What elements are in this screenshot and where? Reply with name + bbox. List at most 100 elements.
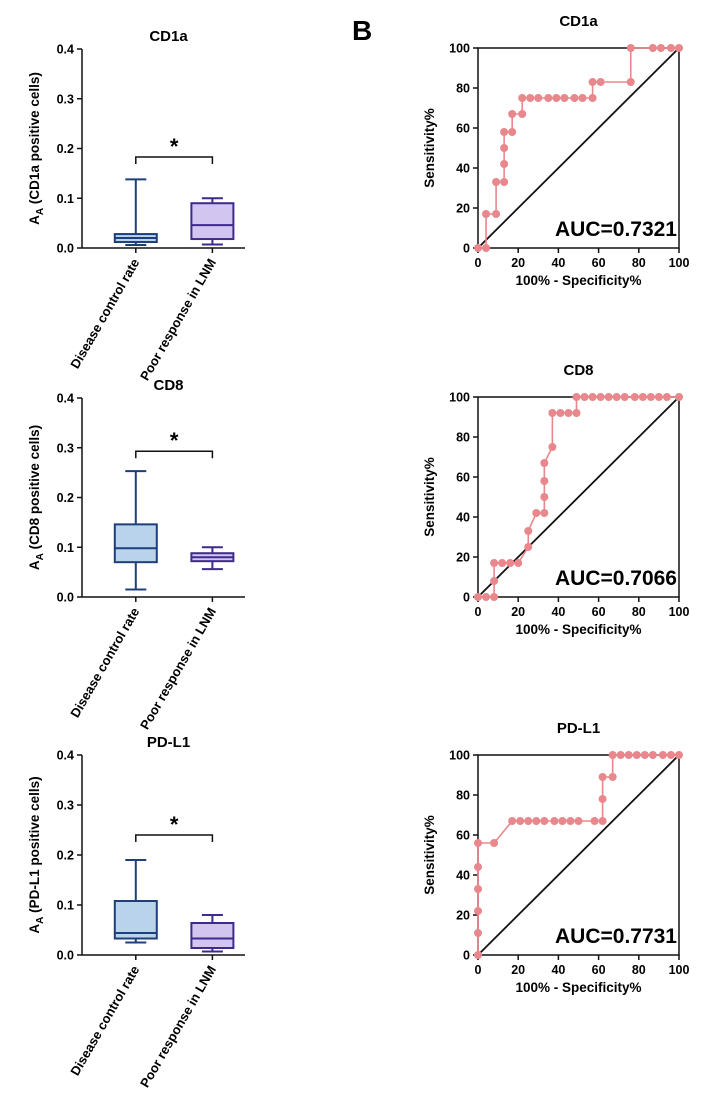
x-tick-label: 60 xyxy=(592,963,606,977)
x-tick-label: 20 xyxy=(511,605,525,619)
roc-point xyxy=(498,559,507,567)
x-tick-label: 80 xyxy=(632,256,646,270)
roc-point xyxy=(540,509,549,517)
y-tick-label: 0.3 xyxy=(57,799,74,813)
box-2: Poor response in LNM xyxy=(137,914,235,1090)
roc-point xyxy=(608,751,617,759)
x-tick-label: 20 xyxy=(511,256,525,270)
roc-point xyxy=(544,94,553,102)
significance-bracket xyxy=(135,834,214,842)
box-2: Poor response in LNM xyxy=(137,546,235,732)
category-label: Disease control rate xyxy=(67,605,142,720)
roc-point xyxy=(572,409,581,417)
y-tick-label: 0.0 xyxy=(57,591,74,605)
y-tick-label: 80 xyxy=(456,431,470,445)
roc-point xyxy=(638,393,647,401)
y-tick-label: 20 xyxy=(456,909,470,923)
roc-point xyxy=(612,393,621,401)
boxplot-title: CD1a xyxy=(149,28,188,45)
x-tick-label: 40 xyxy=(551,605,565,619)
category-label: Disease control rate xyxy=(67,963,142,1078)
x-tick-label: 0 xyxy=(475,963,482,977)
x-tick-label: 0 xyxy=(475,605,482,619)
roc-point xyxy=(552,94,561,102)
roc-point xyxy=(578,94,587,102)
y-tick-label: 20 xyxy=(456,551,470,565)
roc-point xyxy=(474,885,482,893)
x-tick-label: 40 xyxy=(551,256,565,270)
roc-point xyxy=(616,751,625,759)
panel-label: B xyxy=(352,15,372,46)
y-tick-label: 0.1 xyxy=(57,192,74,206)
roc-point xyxy=(588,393,597,401)
auc-annotation: AUC=0.7321 xyxy=(555,218,677,241)
roc-point xyxy=(524,527,533,535)
y-axis-label: Sensitivity% xyxy=(422,108,437,188)
x-tick-label: 60 xyxy=(592,605,606,619)
y-axis-label: AA (PD-L1 positive cells) xyxy=(27,776,46,933)
auc-annotation: AUC=0.7066 xyxy=(555,567,677,590)
y-tick-label: 0.4 xyxy=(57,749,74,763)
x-tick-label: 80 xyxy=(632,605,646,619)
y-axis-label: AA (CD1a positive cells) xyxy=(27,72,46,225)
roc-point xyxy=(532,817,541,825)
reference-line xyxy=(477,754,680,956)
roc-point xyxy=(500,144,509,152)
y-tick-label: 80 xyxy=(456,82,470,96)
y-tick-label: 60 xyxy=(456,829,470,843)
roc-point xyxy=(572,393,581,401)
roc-point xyxy=(598,817,607,825)
roc-point xyxy=(518,110,527,118)
roc-point xyxy=(596,78,605,86)
roc-point xyxy=(540,459,549,467)
x-tick-label: 100 xyxy=(669,963,690,977)
roc-point xyxy=(666,751,675,759)
category-label: Disease control rate xyxy=(67,256,142,371)
roc-point xyxy=(608,773,617,781)
boxplot-title: CD8 xyxy=(153,377,183,394)
roc-point xyxy=(490,559,499,567)
x-tick-label: 60 xyxy=(592,256,606,270)
roc-point xyxy=(540,493,549,501)
roc-point xyxy=(626,78,635,86)
roc-point xyxy=(540,817,549,825)
roc-point xyxy=(574,817,583,825)
roc-point xyxy=(492,178,501,186)
y-tick-label: 0.1 xyxy=(57,541,74,555)
y-tick-label: 0.4 xyxy=(57,392,74,406)
y-tick-label: 0 xyxy=(463,591,470,605)
roc-point xyxy=(588,78,597,86)
roc-point xyxy=(490,839,499,847)
roc-point xyxy=(474,839,482,847)
significance-star: * xyxy=(170,812,179,837)
category-label: Poor response in LNM xyxy=(137,605,219,732)
x-axis-label: 100% - Specificity% xyxy=(515,622,641,637)
y-tick-label: 0.3 xyxy=(57,92,74,106)
roc-point xyxy=(524,543,533,551)
box-1: Disease control rate xyxy=(67,859,158,1078)
roc-point xyxy=(658,751,667,759)
y-axis-label-sub: A xyxy=(35,553,46,560)
y-tick-label: 40 xyxy=(456,162,470,176)
roc-title: CD8 xyxy=(563,362,593,379)
boxplot-2: CD8 0.0 0.1 0.2 0.3 0.4 AA (CD8 positive cells… xyxy=(27,377,245,732)
significance-bracket xyxy=(135,156,214,164)
roc-point xyxy=(490,593,499,601)
roc-point xyxy=(588,94,597,102)
roc-point xyxy=(590,817,599,825)
y-tick-label: 40 xyxy=(456,511,470,525)
x-axis-label: 100% - Specificity% xyxy=(515,980,641,995)
roc-point xyxy=(560,94,569,102)
roc-point xyxy=(624,751,633,759)
y-tick-label: 60 xyxy=(456,471,470,485)
y-axis-label-rest: (CD8 positive cells) xyxy=(27,425,42,553)
roc-point xyxy=(474,244,482,252)
category-label: Poor response in LNM xyxy=(137,256,219,383)
roc-point xyxy=(534,94,543,102)
roc-point xyxy=(500,128,509,136)
roc-point xyxy=(500,178,509,186)
roc-point xyxy=(666,44,675,52)
y-axis-label-main: A xyxy=(27,560,42,570)
roc-point xyxy=(656,44,665,52)
x-tick-label: 100 xyxy=(669,256,690,270)
